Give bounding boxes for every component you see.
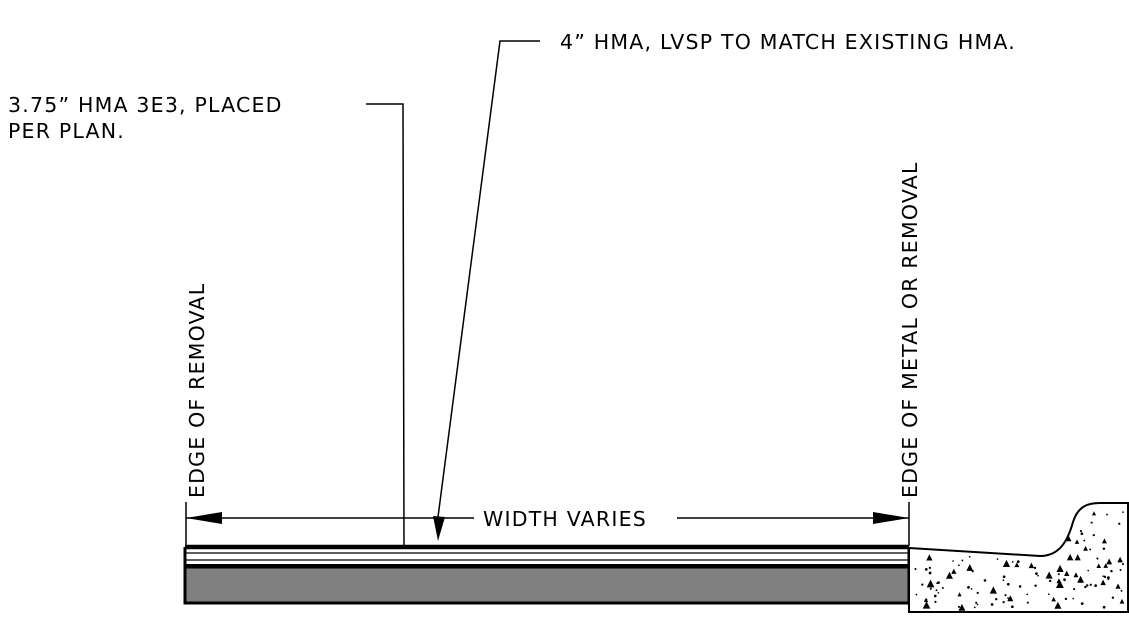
top-hma-callout: 4” HMA, LVSP TO MATCH EXISTING HMA. xyxy=(560,30,1016,54)
concrete-speckle-pattern xyxy=(914,511,1125,611)
concrete-curb xyxy=(908,502,1129,613)
pavement-section xyxy=(183,544,911,605)
top-hma-leader-line xyxy=(437,40,540,518)
dimension-arrow-left xyxy=(186,512,222,524)
curb-outline xyxy=(908,502,1129,613)
hma-3e3-callout-line1: 3.75” HMA 3E3, PLACED xyxy=(8,93,283,117)
edge-of-removal-label: EDGE OF REMOVAL xyxy=(185,283,209,498)
dimension-arrow-right xyxy=(873,512,909,524)
hma-3e3-callout-line2: PER PLAN. xyxy=(8,119,125,143)
edge-of-metal-or-removal-label: EDGE OF METAL OR REMOVAL xyxy=(898,161,922,498)
width-varies-label: WIDTH VARIES xyxy=(483,507,647,531)
base-course-layer xyxy=(183,565,911,605)
hma-3e3-leader-line xyxy=(366,103,405,548)
top-hma-leader-arrowhead xyxy=(433,516,445,541)
